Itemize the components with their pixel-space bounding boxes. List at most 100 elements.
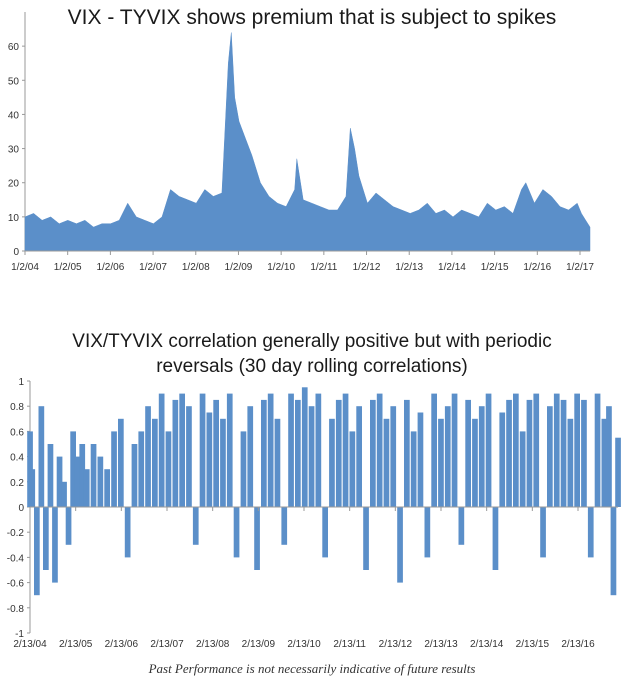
chart1-title: VIX - TYVIX shows premium that is subjec… bbox=[67, 6, 557, 29]
correlation-bar bbox=[560, 399, 567, 507]
correlation-bar bbox=[410, 431, 417, 507]
correlation-bar bbox=[301, 387, 308, 507]
correlation-bar bbox=[553, 393, 560, 507]
correlation-bar bbox=[138, 431, 145, 507]
correlation-bar bbox=[308, 406, 315, 507]
correlation-bar bbox=[172, 399, 179, 507]
y-tick-label: 60 bbox=[8, 42, 20, 53]
x-tick-label: 1/2/10 bbox=[267, 262, 295, 273]
y-tick-label: -0.2 bbox=[7, 528, 25, 539]
correlation-bar bbox=[233, 507, 240, 558]
x-tick-label: 1/2/11 bbox=[310, 262, 337, 273]
y-tick-label: 0.4 bbox=[10, 453, 24, 464]
x-tick-label: 2/13/15 bbox=[516, 639, 550, 650]
correlation-bar bbox=[83, 469, 90, 507]
x-tick-label: 2/13/16 bbox=[561, 639, 595, 650]
x-tick-label: 1/2/06 bbox=[96, 262, 124, 273]
correlation-bar bbox=[261, 399, 267, 507]
y-tick-label: -0.8 bbox=[7, 604, 25, 615]
correlation-bar bbox=[29, 469, 36, 507]
correlation-bar bbox=[363, 507, 369, 570]
y-tick-label: 1 bbox=[18, 377, 24, 388]
correlation-bar bbox=[485, 393, 492, 507]
correlation-bar bbox=[499, 412, 506, 507]
correlation-bar bbox=[254, 507, 260, 570]
correlation-bar bbox=[472, 418, 478, 507]
x-tick-label: 2/13/04 bbox=[13, 639, 47, 650]
x-tick-label: 1/2/16 bbox=[523, 262, 551, 273]
correlation-bar bbox=[478, 406, 485, 507]
correlation-bar bbox=[267, 393, 274, 507]
y-tick-label: -0.6 bbox=[7, 579, 25, 590]
x-tick-label: 1/2/13 bbox=[395, 262, 423, 273]
correlation-bar bbox=[417, 412, 424, 507]
chart2-title-line1: VIX/TYVIX correlation generally positive… bbox=[72, 331, 552, 352]
correlation-bar bbox=[158, 393, 165, 507]
correlation-bar bbox=[329, 418, 335, 507]
correlation-bar bbox=[444, 406, 451, 507]
correlation-bar bbox=[606, 406, 612, 507]
correlation-bar bbox=[349, 431, 356, 507]
y-tick-label: -0.4 bbox=[7, 553, 25, 564]
correlation-bar bbox=[79, 444, 86, 507]
x-tick-label: 2/13/12 bbox=[379, 639, 413, 650]
correlation-bar bbox=[97, 456, 104, 507]
correlation-bar bbox=[274, 418, 281, 507]
chart2-title-line2: reversals (30 day rolling correlations) bbox=[156, 356, 468, 377]
correlation-bar bbox=[131, 444, 138, 507]
correlation-bar bbox=[492, 507, 499, 570]
x-tick-label: 1/2/17 bbox=[566, 262, 594, 273]
correlation-bar bbox=[43, 507, 49, 570]
correlation-bar bbox=[74, 456, 81, 507]
correlation-bar bbox=[458, 507, 465, 545]
x-tick-label: 2/13/06 bbox=[105, 639, 139, 650]
correlation-bar bbox=[47, 444, 54, 507]
correlation-bar bbox=[376, 393, 383, 507]
correlation-bar bbox=[547, 406, 553, 507]
premium-area-chart: 0 10 20 30 40 50 60 1/2/04 1/2/05 1/2/06 1/2/07 1/2… bbox=[8, 12, 594, 273]
correlation-bar bbox=[118, 418, 124, 507]
correlation-bar bbox=[315, 393, 322, 507]
y-tick-label: 0.8 bbox=[10, 402, 24, 413]
y-tick-label: 0.2 bbox=[10, 478, 24, 489]
correlation-bar bbox=[513, 393, 519, 507]
y-tick-label: 40 bbox=[8, 110, 20, 121]
correlation-bar bbox=[615, 437, 621, 507]
y-tick-label: 30 bbox=[8, 145, 20, 156]
correlation-bar bbox=[34, 507, 40, 596]
correlation-bar bbox=[581, 399, 587, 507]
x-tick-label: 2/13/13 bbox=[424, 639, 458, 650]
correlation-bar bbox=[540, 507, 546, 558]
correlation-bar bbox=[56, 456, 63, 507]
correlation-bar bbox=[390, 406, 397, 507]
y-tick-label: 20 bbox=[8, 179, 20, 190]
correlation-bar bbox=[335, 399, 342, 507]
correlation-bar bbox=[240, 431, 247, 507]
correlation-bar bbox=[165, 431, 172, 507]
correlation-bar bbox=[356, 406, 362, 507]
y-tick-label: 10 bbox=[8, 213, 20, 224]
correlation-bar bbox=[199, 393, 206, 507]
correlation-bar bbox=[220, 418, 226, 507]
correlation-bar bbox=[104, 469, 110, 507]
correlation-bar bbox=[465, 399, 471, 507]
x-tick-label: 2/13/10 bbox=[287, 639, 321, 650]
correlation-bar bbox=[594, 393, 601, 507]
correlation-bar bbox=[567, 418, 574, 507]
correlation-bar bbox=[533, 393, 540, 507]
correlation-bar bbox=[397, 507, 403, 583]
x-tick-label: 2/13/09 bbox=[242, 639, 276, 650]
correlation-bar bbox=[519, 431, 526, 507]
correlation-bar bbox=[70, 431, 76, 507]
correlation-bar bbox=[247, 406, 254, 507]
correlation-bar bbox=[526, 399, 533, 507]
correlation-bar bbox=[90, 444, 97, 507]
x-tick-label: 1/2/08 bbox=[182, 262, 210, 273]
correlation-bar bbox=[431, 393, 437, 507]
correlation-bar bbox=[61, 481, 67, 507]
correlation-bar bbox=[179, 393, 185, 507]
correlation-bar bbox=[213, 399, 219, 507]
x-tick-label: 1/2/09 bbox=[225, 262, 253, 273]
correlation-bar bbox=[295, 399, 301, 507]
